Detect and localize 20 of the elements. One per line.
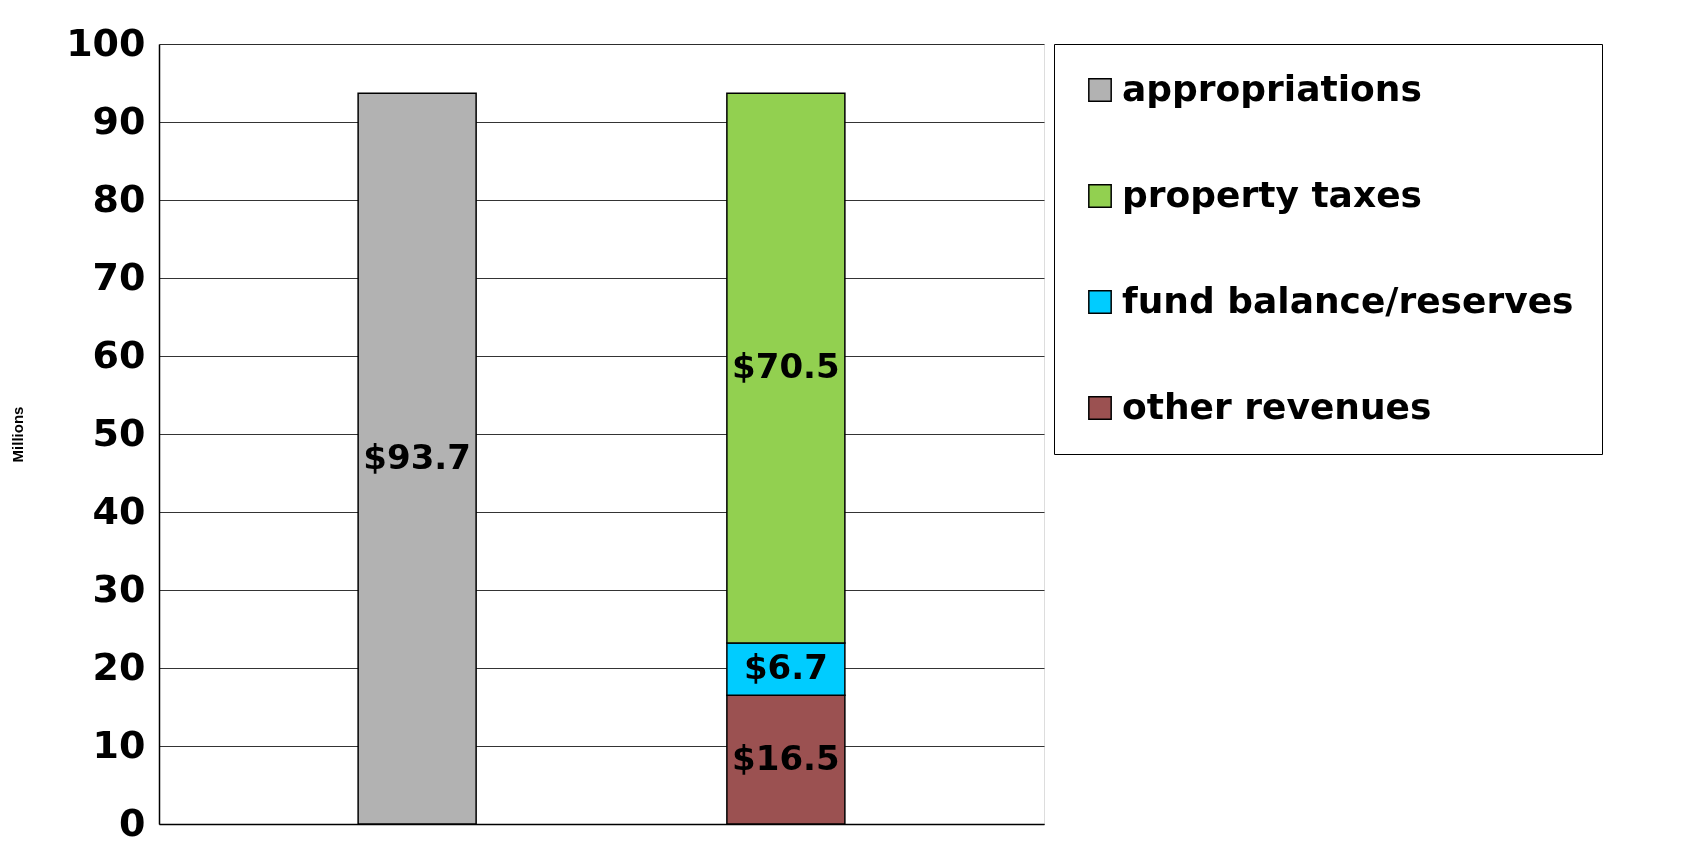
legend-label: other revenues <box>1122 386 1432 427</box>
y-tick-label: 20 <box>92 644 146 689</box>
y-tick-label: 100 <box>66 20 146 65</box>
data-label: $6.7 <box>743 647 828 688</box>
y-tick-label: 50 <box>92 410 146 455</box>
y-tick-label: 30 <box>92 566 146 611</box>
data-label: $16.5 <box>732 737 840 778</box>
y-tick-label: 70 <box>92 254 146 299</box>
y-tick-label: 80 <box>92 176 146 221</box>
y-tick-label: 60 <box>92 332 146 377</box>
y-tick-label: 10 <box>92 722 146 767</box>
legend-label: property taxes <box>1122 174 1422 215</box>
data-label: $93.7 <box>363 436 471 477</box>
legend-label: fund balance/reserves <box>1122 280 1574 321</box>
y-tick-label: 40 <box>92 488 146 533</box>
data-label: $70.5 <box>732 346 840 387</box>
y-tick-label: 90 <box>92 98 146 143</box>
y-axis-title: Millions <box>9 406 27 463</box>
y-tick-label: 0 <box>119 800 146 845</box>
legend-label: appropriations <box>1122 68 1422 109</box>
